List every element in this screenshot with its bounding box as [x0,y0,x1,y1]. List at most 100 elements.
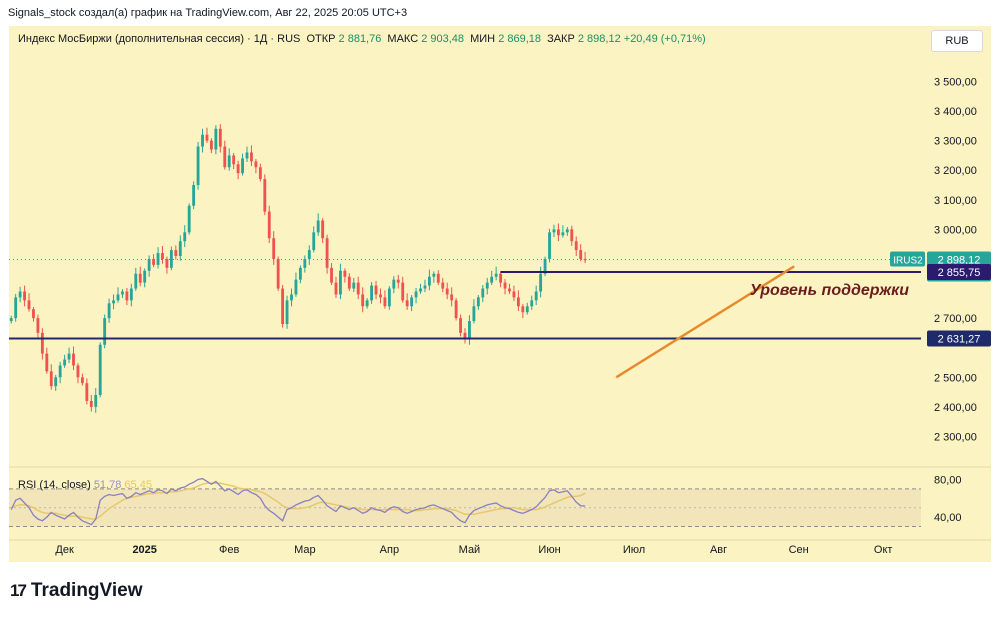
candle-body [223,146,227,168]
price-tick-label: 2 400,00 [934,402,977,414]
time-tick-label: 2025 [132,544,156,556]
attribution-text: Signals_stock создал(а) график на Tradin… [8,7,408,19]
candle-body [121,291,124,295]
candle-body [63,359,67,366]
ascending-trendline [615,265,795,379]
candle-body [276,258,280,289]
candle-body [463,332,467,339]
candle-body [49,371,53,387]
candle-body [423,285,427,289]
candle-body [534,291,538,301]
candle-body [383,297,387,307]
price-tick-label: 3 100,00 [934,195,977,207]
candle-body [481,288,485,298]
candle-body [361,294,365,307]
time-tick-label: Июл [623,544,645,556]
candle-body [410,297,414,307]
close-label: ЗАКР [547,33,575,45]
candle-body [508,288,511,292]
time-tick-label: Мар [294,544,316,556]
candle-body [459,318,462,333]
candle-body [396,279,400,283]
candle-body [258,167,262,180]
candle-body [525,306,529,313]
candle-body [174,250,178,256]
last-price-badge: 2 898,12 [938,255,981,267]
candle-body [334,282,338,295]
price-tick-label: 2 300,00 [934,431,977,443]
candle-body [254,161,258,168]
candle-body [196,146,200,186]
candle-body [472,306,476,322]
candle-body [330,267,333,283]
candle-body [241,158,244,174]
tradingview-logo-text: TradingView [30,580,143,601]
candle-body [40,332,44,354]
lower-price-badge: 2 631,27 [938,333,981,345]
time-tick-label: Фев [219,544,239,556]
candle-body [392,279,396,289]
candle-body [72,353,75,366]
candle-body [14,297,18,319]
candle-body [94,395,98,407]
currency-button[interactable]: RUB [931,30,983,52]
candle-body [445,288,449,295]
candle-body [494,273,498,277]
time-tick-label: Апр [380,544,399,556]
open-label: ОТКР [306,33,336,45]
candle-body [436,273,440,283]
candle-body [516,297,520,307]
low-value: 2 869,18 [498,33,542,45]
candle-body [543,258,547,274]
tradingview-logo[interactable]: 17 TradingView [10,580,143,602]
candle-body [143,270,147,283]
rsi-ma-value: 65,45 [124,479,152,491]
candle-body [521,306,525,313]
candle-body [298,267,302,280]
high-value: 2 903,48 [421,33,465,45]
candle-body [263,179,267,212]
candle-body [530,300,534,307]
chart-background [9,26,991,562]
tradingview-logo-mark: 17 [10,581,27,600]
candle-body [27,300,31,310]
time-tick-label: Окт [874,544,893,556]
candle-body [232,155,236,165]
candle-body [107,303,111,319]
candle-body [441,282,445,289]
candle-body [54,377,58,387]
low-label: МИН [470,33,496,45]
price-axis-area [921,26,991,562]
candle-body [325,238,329,268]
candle-body [574,241,578,251]
candle-body [432,273,436,277]
time-tick-label: Дек [55,544,74,556]
candle-body [548,232,551,259]
high-label: МАКС [387,33,419,45]
candle-body [80,377,84,384]
candle-body [321,220,325,239]
candle-body [290,294,293,301]
time-tick-label: Сен [789,544,809,556]
rsi-ma-line [10,482,586,520]
candle-body [343,270,347,277]
candle-body [312,232,316,251]
candle-body [499,273,503,283]
candle-body [387,288,391,307]
candle-body [374,285,378,295]
candle-body [570,229,574,242]
candle-body [365,300,369,307]
candle-body [98,344,102,396]
candle-body [557,229,560,236]
candle-body [178,241,182,256]
support-annotation: Уровень поддержки [750,282,909,299]
candle-body [58,365,62,378]
price-chart[interactable]: 3 500,00 3 400,00 3 300,00 3 200,00 3 100,00… [9,26,991,562]
symbol-line: Индекс МосБиржи (дополнительная сессия) … [18,33,301,45]
candle-body [285,300,289,325]
candle-body [476,297,480,307]
lower-price-badge-bg [927,330,991,347]
candle-body [32,309,35,319]
candle-body [512,291,516,298]
candle-body [169,250,173,268]
